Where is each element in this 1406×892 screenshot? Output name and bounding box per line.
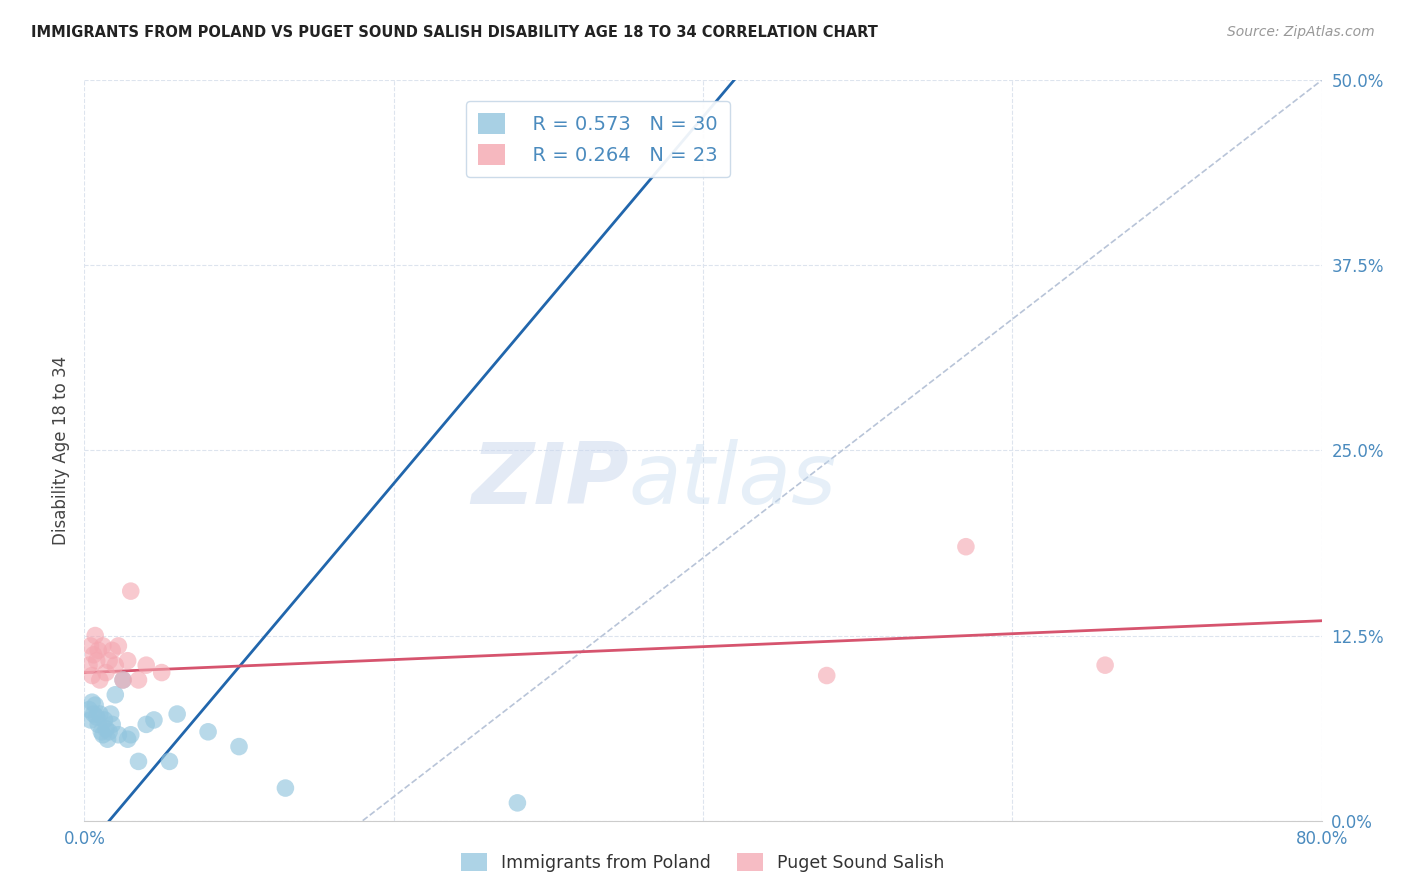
Text: atlas: atlas — [628, 439, 837, 522]
Point — [150, 665, 173, 680]
Point — [93, 713, 115, 727]
Point — [89, 673, 111, 687]
Point — [107, 639, 129, 653]
Point — [274, 780, 297, 795]
Point — [77, 658, 100, 673]
Point — [87, 717, 110, 731]
Point — [87, 643, 110, 657]
Point — [79, 639, 101, 653]
Point — [77, 703, 100, 717]
Point — [101, 643, 124, 657]
Point — [94, 722, 117, 736]
Point — [197, 724, 219, 739]
Point — [127, 755, 149, 769]
Legend:   R = 0.573   N = 30,   R = 0.264   N = 23: R = 0.573 N = 30, R = 0.264 N = 23 — [465, 101, 730, 177]
Point — [127, 673, 149, 687]
Point — [83, 706, 105, 721]
Point — [84, 698, 107, 713]
Point — [84, 628, 107, 642]
Point — [112, 673, 135, 687]
Point — [815, 668, 838, 682]
Point — [86, 710, 108, 724]
Point — [955, 540, 977, 554]
Point — [120, 728, 142, 742]
Point — [104, 688, 127, 702]
Point — [112, 673, 135, 687]
Y-axis label: Disability Age 18 to 34: Disability Age 18 to 34 — [52, 356, 70, 545]
Point — [98, 654, 121, 668]
Point — [117, 654, 139, 668]
Point — [91, 639, 114, 653]
Point — [101, 717, 124, 731]
Point — [91, 728, 114, 742]
Point — [82, 695, 104, 709]
Point — [90, 724, 112, 739]
Point — [104, 658, 127, 673]
Point — [1094, 658, 1116, 673]
Point — [159, 755, 180, 769]
Point — [143, 713, 166, 727]
Point — [166, 706, 188, 721]
Text: ZIP: ZIP — [471, 439, 628, 522]
Point — [120, 584, 142, 599]
Legend: Immigrants from Poland, Puget Sound Salish: Immigrants from Poland, Puget Sound Sali… — [454, 847, 952, 879]
Point — [506, 796, 529, 810]
Point — [100, 706, 122, 721]
Point — [79, 713, 101, 727]
Point — [94, 665, 117, 680]
Point — [96, 732, 118, 747]
Point — [228, 739, 250, 754]
Point — [82, 668, 104, 682]
Point — [98, 724, 121, 739]
Point — [83, 648, 105, 662]
Text: Source: ZipAtlas.com: Source: ZipAtlas.com — [1227, 25, 1375, 39]
Point — [135, 658, 157, 673]
Point — [89, 706, 111, 721]
Point — [135, 717, 157, 731]
Point — [86, 654, 108, 668]
Point — [107, 728, 129, 742]
Point — [117, 732, 139, 747]
Text: IMMIGRANTS FROM POLAND VS PUGET SOUND SALISH DISABILITY AGE 18 TO 34 CORRELATION: IMMIGRANTS FROM POLAND VS PUGET SOUND SA… — [31, 25, 877, 40]
